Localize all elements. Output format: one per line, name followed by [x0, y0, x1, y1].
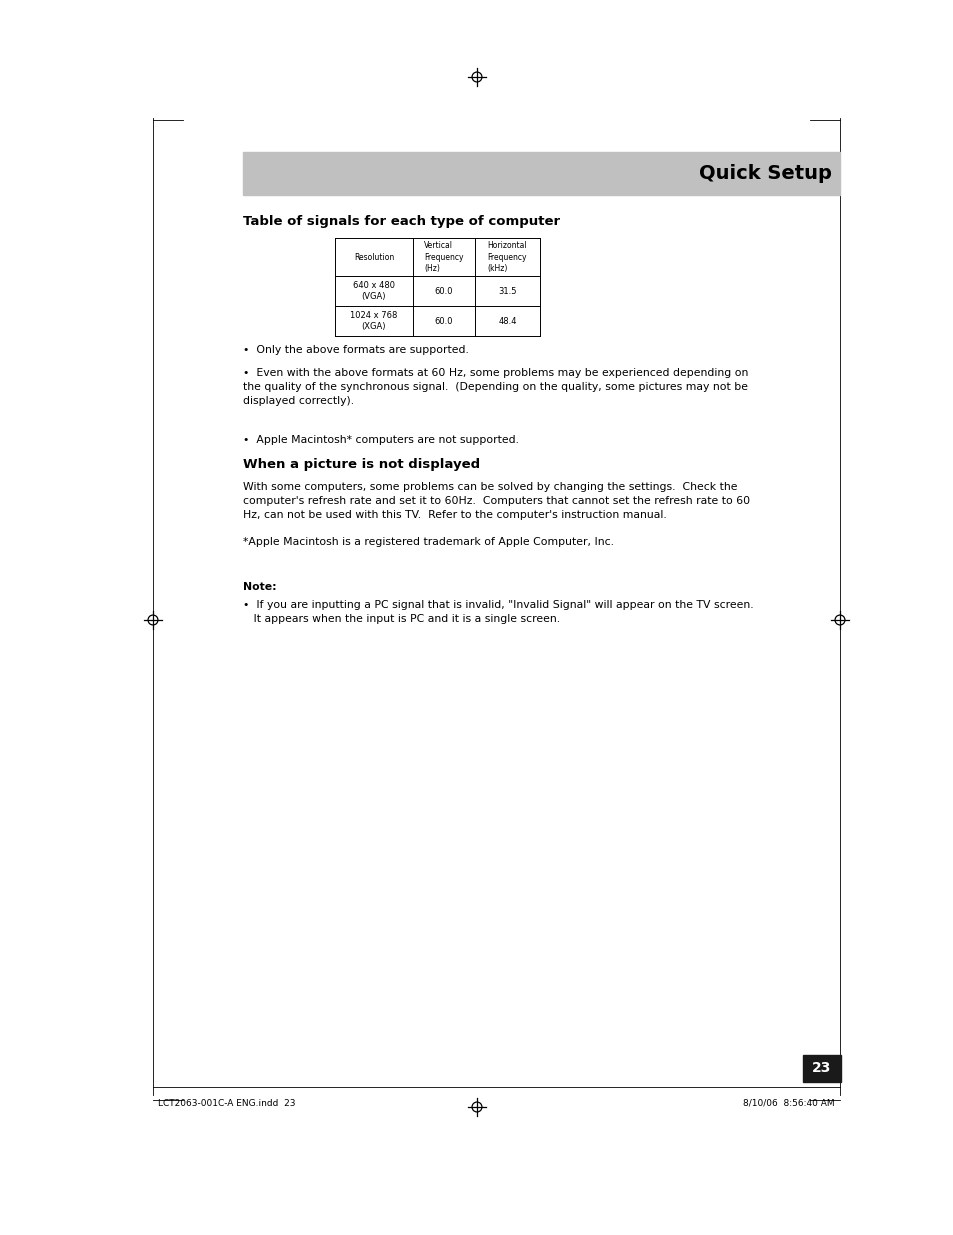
Text: LCT2063-001C-A ENG.indd  23: LCT2063-001C-A ENG.indd 23 — [158, 1098, 295, 1108]
Text: Resolution: Resolution — [354, 252, 394, 262]
Text: 1024 x 768
(XGA): 1024 x 768 (XGA) — [350, 311, 397, 331]
Text: When a picture is not displayed: When a picture is not displayed — [243, 458, 479, 471]
Text: 48.4: 48.4 — [497, 316, 517, 326]
Text: Quick Setup: Quick Setup — [699, 164, 831, 183]
Text: Horizontal
Frequency
(kHz): Horizontal Frequency (kHz) — [487, 241, 527, 273]
Text: *Apple Macintosh is a registered trademark of Apple Computer, Inc.: *Apple Macintosh is a registered tradema… — [243, 537, 614, 547]
Bar — [802, 1055, 841, 1082]
Text: •  Apple Macintosh* computers are not supported.: • Apple Macintosh* computers are not sup… — [243, 435, 518, 445]
Text: Vertical
Frequency
(Hz): Vertical Frequency (Hz) — [424, 241, 463, 273]
Text: •  Only the above formats are supported.: • Only the above formats are supported. — [243, 345, 468, 354]
Text: 8/10/06  8:56:40 AM: 8/10/06 8:56:40 AM — [742, 1098, 834, 1108]
Text: 31.5: 31.5 — [497, 287, 517, 295]
Text: •  If you are inputting a PC signal that is invalid, "Invalid Signal" will appea: • If you are inputting a PC signal that … — [243, 600, 753, 624]
Text: 23: 23 — [811, 1062, 831, 1076]
Text: 60.0: 60.0 — [435, 287, 453, 295]
Text: •  Even with the above formats at 60 Hz, some problems may be experienced depend: • Even with the above formats at 60 Hz, … — [243, 368, 747, 406]
Text: 60.0: 60.0 — [435, 316, 453, 326]
Text: Table of signals for each type of computer: Table of signals for each type of comput… — [243, 215, 559, 228]
Bar — [243, 152, 840, 195]
Text: 640 x 480
(VGA): 640 x 480 (VGA) — [353, 280, 395, 301]
Text: Note:: Note: — [243, 582, 276, 592]
Text: With some computers, some problems can be solved by changing the settings.  Chec: With some computers, some problems can b… — [243, 482, 749, 520]
